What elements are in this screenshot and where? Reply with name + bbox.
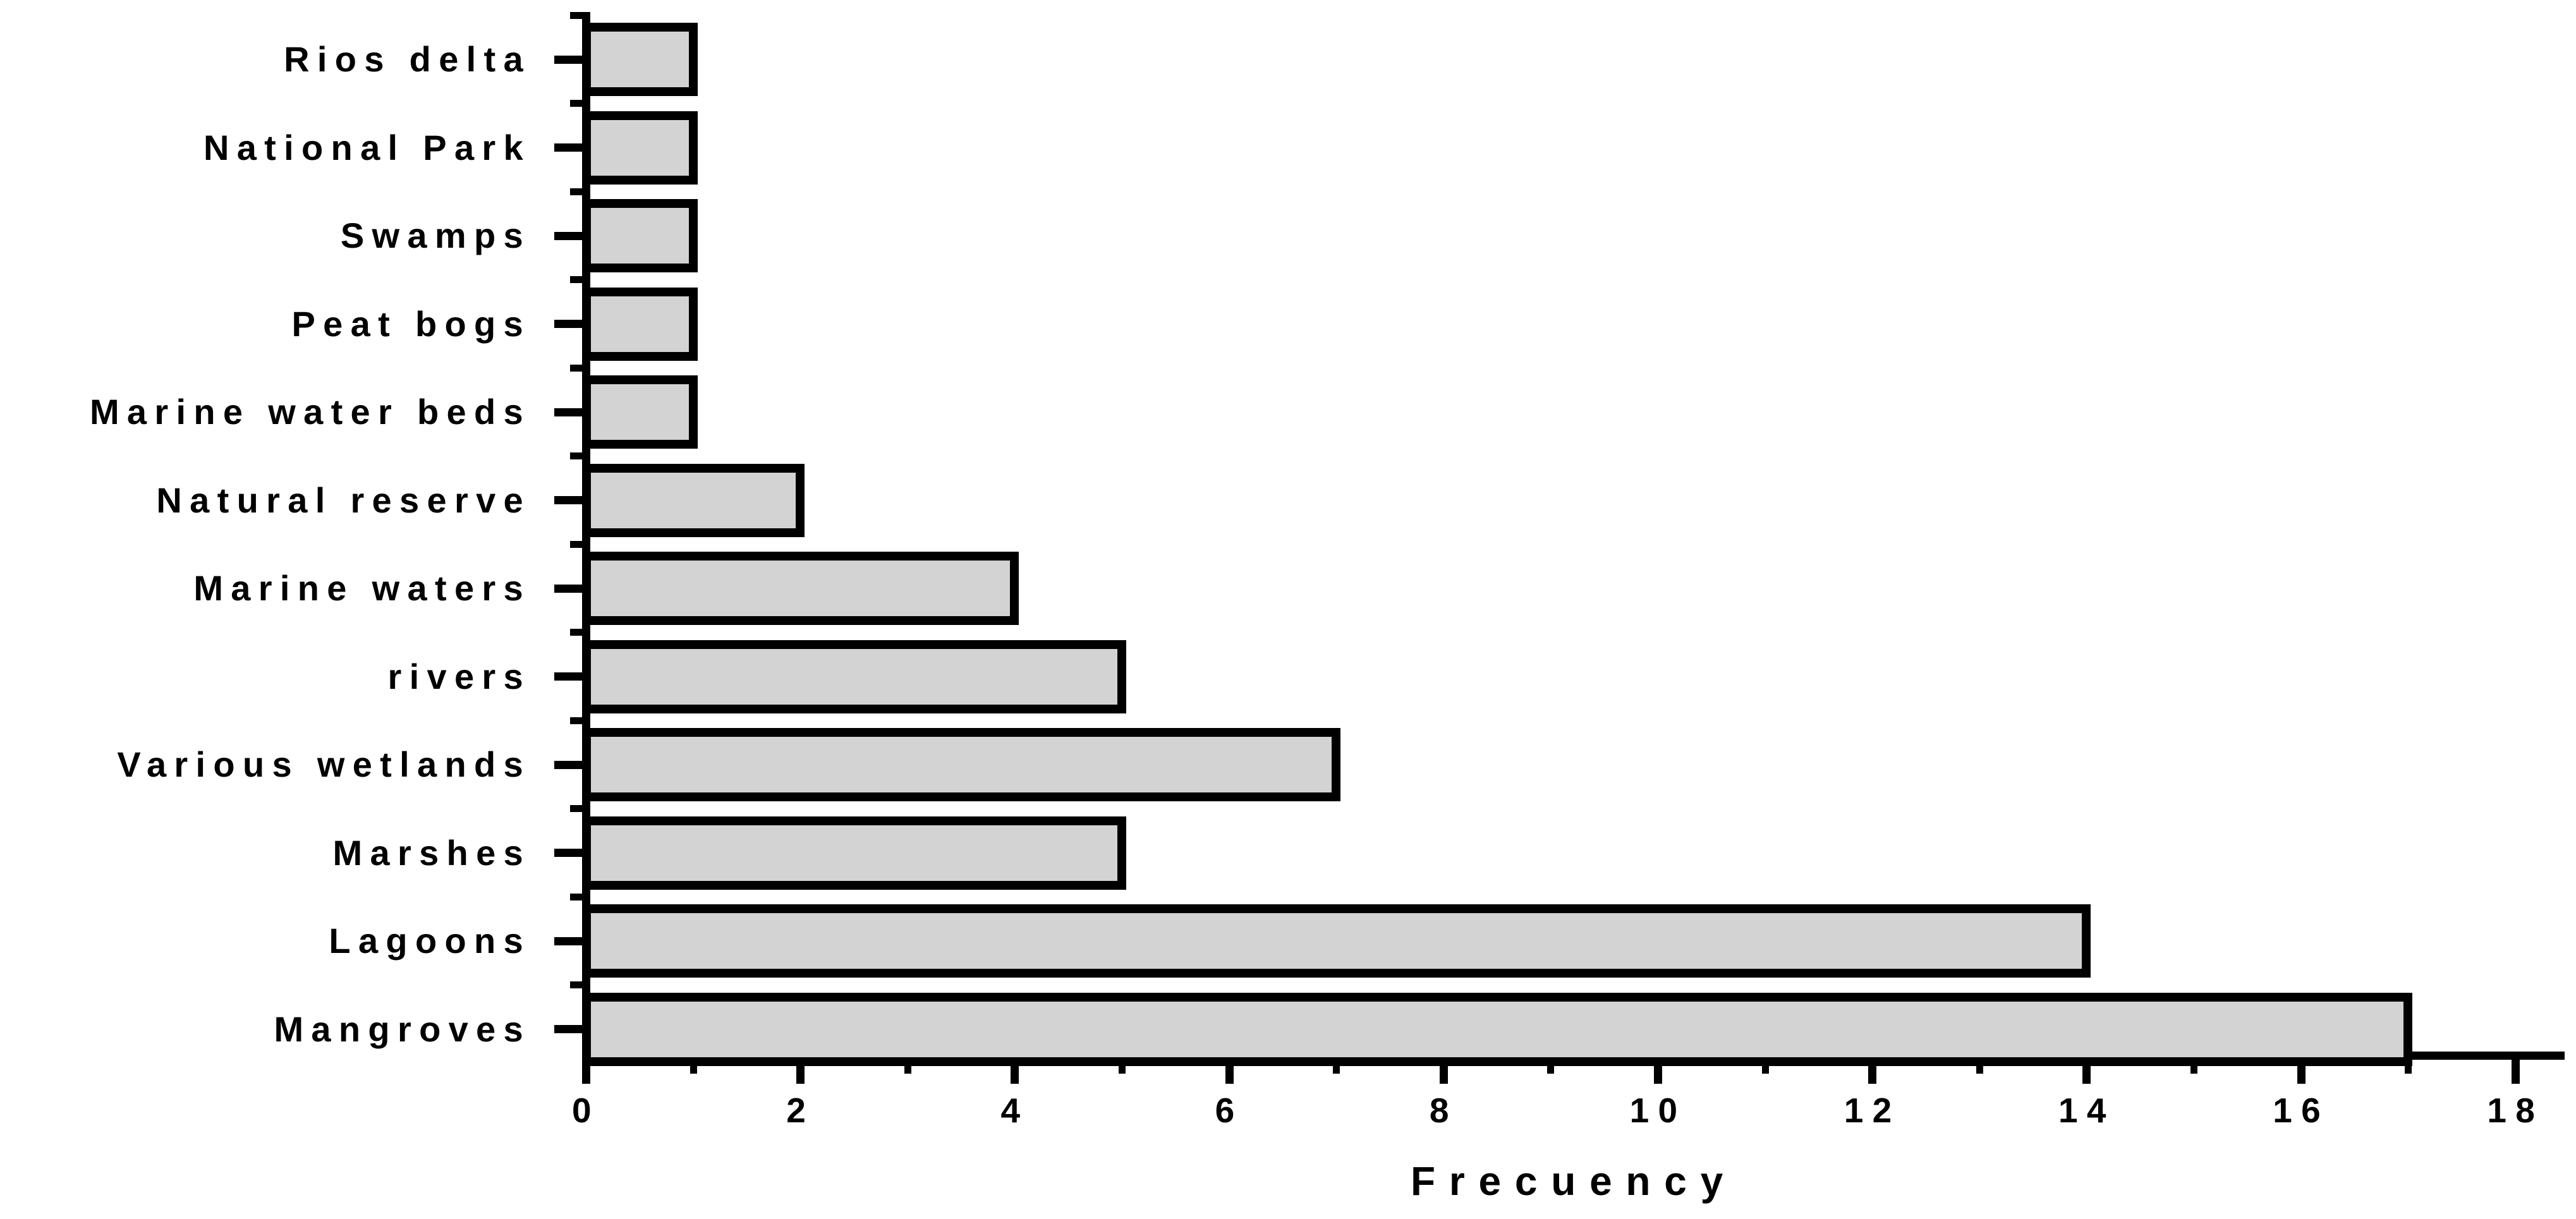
y-major-tick xyxy=(554,849,590,857)
bar xyxy=(582,199,698,272)
y-major-tick xyxy=(554,584,590,593)
x-minor-tick xyxy=(2405,1060,2412,1074)
x-major-tick xyxy=(2082,1060,2091,1084)
y-major-tick xyxy=(554,143,590,152)
x-tick-label: 10 xyxy=(1629,1091,1687,1130)
x-minor-tick xyxy=(1976,1060,1983,1074)
bar xyxy=(582,552,1019,625)
y-minor-tick xyxy=(570,11,590,19)
y-minor-tick xyxy=(570,364,590,372)
x-minor-tick xyxy=(1119,1060,1126,1074)
x-major-tick xyxy=(1868,1060,1877,1084)
bar xyxy=(582,463,805,537)
bar xyxy=(582,904,2091,978)
y-major-tick xyxy=(554,937,590,945)
x-tick-label: 18 xyxy=(2487,1091,2544,1130)
bar xyxy=(582,23,698,96)
x-tick-label: 6 xyxy=(1215,1091,1244,1130)
y-minor-tick xyxy=(570,188,590,195)
category-label: Rios delta xyxy=(284,39,531,79)
y-minor-tick xyxy=(570,540,590,548)
x-minor-tick xyxy=(690,1060,697,1074)
bar xyxy=(582,640,1126,713)
y-major-tick xyxy=(554,231,590,240)
category-label: Natural reserve xyxy=(156,480,531,520)
y-major-tick xyxy=(554,496,590,504)
bar xyxy=(582,816,1126,890)
y-major-tick xyxy=(554,1025,590,1033)
category-label: Lagoons xyxy=(329,921,531,961)
y-minor-tick xyxy=(570,629,590,636)
bar xyxy=(582,111,698,185)
y-minor-tick xyxy=(570,717,590,724)
y-minor-tick xyxy=(570,893,590,901)
x-major-tick xyxy=(1439,1060,1448,1084)
y-major-tick xyxy=(554,760,590,769)
x-major-tick xyxy=(582,1060,590,1084)
x-tick-label: 2 xyxy=(786,1091,815,1130)
x-minor-tick xyxy=(1333,1060,1340,1074)
x-major-tick xyxy=(796,1060,805,1084)
bar xyxy=(582,375,698,449)
category-label: Marine water beds xyxy=(89,392,531,432)
x-tick-label: 16 xyxy=(2273,1091,2330,1130)
category-label: National Park xyxy=(203,127,531,167)
x-major-tick xyxy=(1654,1060,1662,1084)
x-major-tick xyxy=(1011,1060,1019,1084)
x-major-tick xyxy=(1225,1060,1234,1084)
x-minor-tick xyxy=(1547,1060,1555,1074)
category-label: Marshes xyxy=(332,832,531,873)
category-label: Various wetlands xyxy=(117,744,531,784)
y-minor-tick xyxy=(570,805,590,813)
x-tick-label: 0 xyxy=(572,1091,600,1130)
x-minor-tick xyxy=(2190,1060,2197,1074)
x-minor-tick xyxy=(904,1060,911,1074)
y-major-tick xyxy=(554,55,590,64)
y-minor-tick xyxy=(570,100,590,107)
x-tick-label: 14 xyxy=(2058,1091,2115,1130)
x-tick-label: 12 xyxy=(1844,1091,1901,1130)
y-major-tick xyxy=(554,672,590,681)
x-major-tick xyxy=(2511,1060,2520,1084)
category-label: Mangroves xyxy=(274,1009,531,1049)
category-label: rivers xyxy=(387,656,531,696)
category-label: Peat bogs xyxy=(291,303,531,344)
y-minor-tick xyxy=(570,981,590,989)
x-tick-label: 8 xyxy=(1429,1091,1458,1130)
bar xyxy=(582,728,1341,801)
y-major-tick xyxy=(554,408,590,416)
bar xyxy=(582,992,2413,1066)
bar xyxy=(582,287,698,361)
x-axis-title: Frecuency xyxy=(1411,1158,1737,1204)
x-tick-label: 4 xyxy=(1000,1091,1030,1130)
y-major-tick xyxy=(554,320,590,328)
category-label: Marine waters xyxy=(193,568,531,608)
y-minor-tick xyxy=(570,276,590,284)
category-label: Swamps xyxy=(340,215,531,255)
x-major-tick xyxy=(2297,1060,2306,1084)
y-minor-tick xyxy=(570,452,590,460)
x-minor-tick xyxy=(1761,1060,1769,1074)
